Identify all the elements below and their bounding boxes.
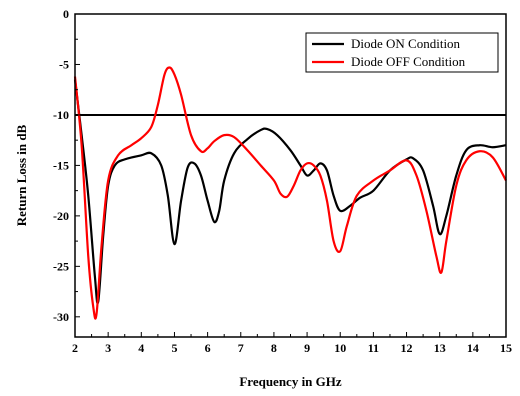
x-tick-label: 7 [238,341,244,355]
y-axis-label: Return Loss in dB [14,124,29,226]
y-tick-label: -10 [53,108,69,122]
y-tick-label: -5 [59,57,69,71]
x-tick-label: 9 [304,341,310,355]
series-line-diode-off [73,66,507,320]
x-tick-label: 14 [467,341,479,355]
tick-layer: 2 3 4 5 6 7 8 9 10 11 12 13 14 15 0 -5 -10 -15 -20 -25 -30 [53,7,512,355]
y-tick-label: -30 [53,310,69,324]
legend-box [305,32,499,73]
y-tick-label: -15 [53,158,69,172]
x-tick-label: 2 [72,341,78,355]
y-tick-label: 0 [63,7,69,21]
legend-label-diode-on: Diode ON Condition [351,36,461,51]
x-tick-label: 4 [138,341,144,355]
x-tick-label: 13 [434,341,446,355]
x-tick-label: 11 [368,341,379,355]
x-tick-label: 6 [205,341,211,355]
x-tick-label: 8 [271,341,277,355]
series-layer [73,66,507,320]
legend-label-diode-off: Diode OFF Condition [351,54,466,69]
x-tick-label: 12 [401,341,413,355]
x-tick-label: 15 [500,341,512,355]
y-tick-label: -20 [53,209,69,223]
y-tick-label: -25 [53,259,69,273]
x-axis-label: Frequency in GHz [239,374,342,389]
x-tick-label: 10 [334,341,346,355]
series-line-diode-on [73,79,507,305]
x-tick-label: 5 [171,341,177,355]
x-tick-label: 3 [105,341,111,355]
legend: Diode ON Condition Diode OFF Condition [305,32,499,73]
